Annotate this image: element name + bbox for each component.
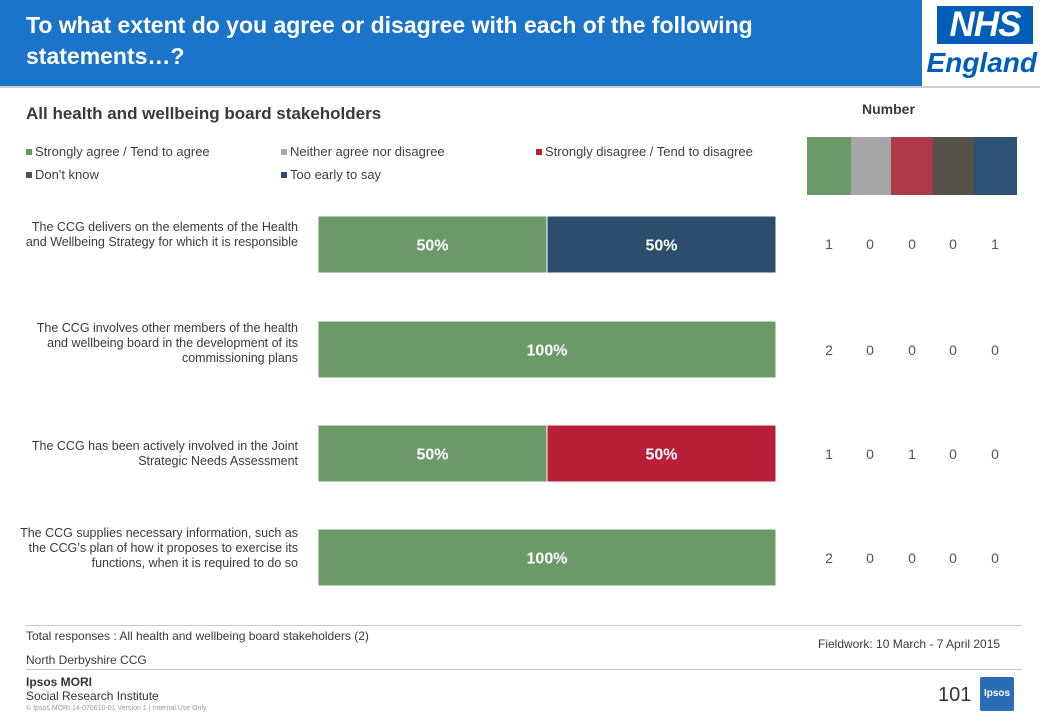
count-row2-disagree: 0	[908, 342, 916, 358]
page-title: To what extent do you agree or disagree …	[26, 12, 753, 69]
chart-subtitle: All health and wellbeing board stakehold…	[26, 104, 382, 123]
count-row3-too-early: 0	[991, 446, 999, 462]
row-label-4: The CCG supplies necessary information, …	[20, 526, 298, 570]
count-row2-dont-know: 0	[949, 342, 957, 358]
nhs-logo-box: NHS	[937, 6, 1033, 44]
header-divider	[0, 86, 1040, 88]
legend-swatch-neither	[281, 148, 287, 155]
number-key-disagree	[891, 137, 933, 195]
legend-swatch-dont-know	[26, 171, 32, 178]
total-responses: Total responses : All health and wellbei…	[26, 629, 369, 643]
legend-item-neither: Neither agree nor disagree	[281, 144, 445, 159]
ipsos-badge-logo: Ipsos	[980, 677, 1014, 711]
count-row1-too-early: 1	[991, 236, 999, 252]
data-label-row3-agree: 50%	[416, 447, 448, 464]
count-row4-neither: 0	[866, 550, 874, 566]
ipsos-mori-logo: Ipsos MORI	[26, 675, 93, 689]
count-row1-agree: 1	[825, 236, 833, 252]
row-label-1: The CCG delivers on the elements of the …	[25, 220, 298, 249]
page-number: 101	[938, 684, 972, 706]
england-logo-text: England	[926, 47, 1037, 78]
number-key-too-early	[974, 137, 1017, 195]
nhs-england-logo: NHS England	[922, 0, 1040, 86]
count-row3-agree: 1	[825, 446, 833, 462]
bar-row3-disagree	[546, 424, 777, 483]
footer-divider-top	[26, 625, 1022, 626]
legend-label-disagree: Strongly disagree / Tend to disagree	[545, 144, 753, 159]
legend-swatch-agree	[26, 148, 32, 155]
count-row4-too-early: 0	[991, 550, 999, 566]
bar-row2-agree	[317, 320, 777, 379]
count-row2-agree: 2	[825, 342, 833, 358]
fieldwork-dates: Fieldwork: 10 March - 7 April 2015	[818, 637, 1001, 651]
bar-row3-agree	[317, 424, 548, 483]
bar-row4-agree	[317, 528, 777, 587]
legend-label-agree: Strongly agree / Tend to agree	[35, 144, 210, 159]
count-row1-disagree: 0	[908, 236, 916, 252]
legend-item-disagree: Strongly disagree / Tend to disagree	[536, 144, 753, 159]
row-label-2: The CCG involves other members of the he…	[36, 321, 298, 365]
count-row3-neither: 0	[866, 446, 874, 462]
data-label-row1-too-early: 50%	[645, 238, 677, 255]
legend-label-too-early: Too early to say	[290, 167, 382, 182]
number-column-label: Number	[862, 101, 915, 117]
legend-item-agree: Strongly agree / Tend to agree	[26, 144, 210, 159]
bar-row1-too-early	[546, 215, 777, 274]
data-label-row3-disagree: 50%	[645, 447, 677, 464]
legend-item-dont-know: Don't know	[26, 167, 99, 182]
legend-label-neither: Neither agree nor disagree	[290, 144, 445, 159]
bar-row1-agree	[317, 215, 548, 274]
count-row1-neither: 0	[866, 236, 874, 252]
count-row4-agree: 2	[825, 550, 833, 566]
legend-item-too-early: Too early to say	[281, 167, 381, 182]
count-row1-dont-know: 0	[949, 236, 957, 252]
number-key-agree	[807, 137, 851, 195]
count-row2-too-early: 0	[991, 342, 999, 358]
data-label-row2-agree: 100%	[527, 343, 568, 360]
count-row3-dont-know: 0	[949, 446, 957, 462]
ccg-name: North Derbyshire CCG	[26, 653, 147, 667]
footer-divider-bottom	[26, 669, 1022, 670]
count-row2-neither: 0	[866, 342, 874, 358]
count-row3-disagree: 1	[908, 446, 916, 462]
count-row4-dont-know: 0	[949, 550, 957, 566]
count-row4-disagree: 0	[908, 550, 916, 566]
copyright-text: © Ipsos MORI 14-070610-01 Version 1 | In…	[26, 705, 207, 712]
number-key-dont-know	[933, 137, 974, 195]
legend-label-dont-know: Don't know	[35, 167, 99, 182]
row-label-3: The CCG has been actively involved in th…	[31, 439, 298, 468]
data-label-row1-agree: 50%	[416, 238, 448, 255]
data-label-row4-agree: 100%	[527, 551, 568, 568]
legend-swatch-too-early	[281, 171, 287, 178]
header-bar: To what extent do you agree or disagree …	[0, 0, 922, 86]
number-key-neither	[851, 137, 891, 195]
ipsos-sri-text: Social Research Institute	[26, 689, 159, 703]
legend-swatch-disagree	[536, 148, 542, 155]
